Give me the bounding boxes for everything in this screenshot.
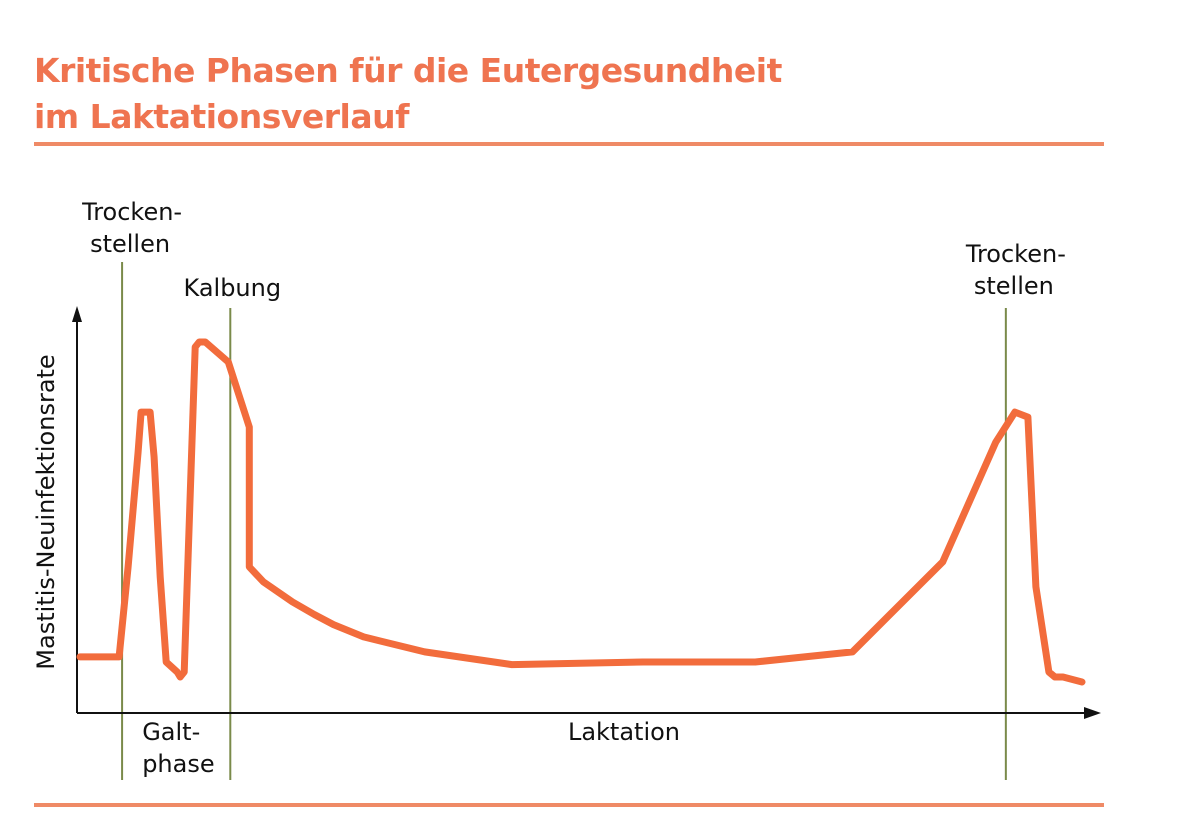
- title-line-1: Kritische Phasen für die Eutergesundheit: [34, 51, 782, 90]
- y-axis-label: Mastitis-Neuinfektionsrate: [32, 354, 60, 669]
- top-divider: [34, 142, 1104, 146]
- marker-label: stellen: [90, 230, 170, 258]
- x-axis-label: Laktation: [568, 718, 680, 746]
- marker-label: Kalbung: [184, 274, 282, 302]
- y-axis-arrowhead: [72, 306, 82, 322]
- marker-labels: Trocken-stellen Kalbung Trocken-stellen Gal…: [81, 198, 1066, 778]
- marker-label: Trocken-: [81, 198, 182, 226]
- infection-rate-curve: [76, 338, 1086, 686]
- x-axis-arrowhead: [1084, 707, 1101, 719]
- axes: [72, 306, 1101, 719]
- phase-label: Galt-: [142, 718, 200, 746]
- bottom-divider: [34, 803, 1104, 807]
- phase-label: phase: [142, 750, 214, 778]
- marker-lines: [121, 262, 1007, 780]
- title-line-2: im Laktationsverlauf: [34, 97, 409, 136]
- page-title: Kritische Phasen für die Eutergesundheit…: [34, 48, 782, 140]
- marker-label: stellen: [974, 272, 1054, 300]
- marker-label: Trocken-: [965, 240, 1066, 268]
